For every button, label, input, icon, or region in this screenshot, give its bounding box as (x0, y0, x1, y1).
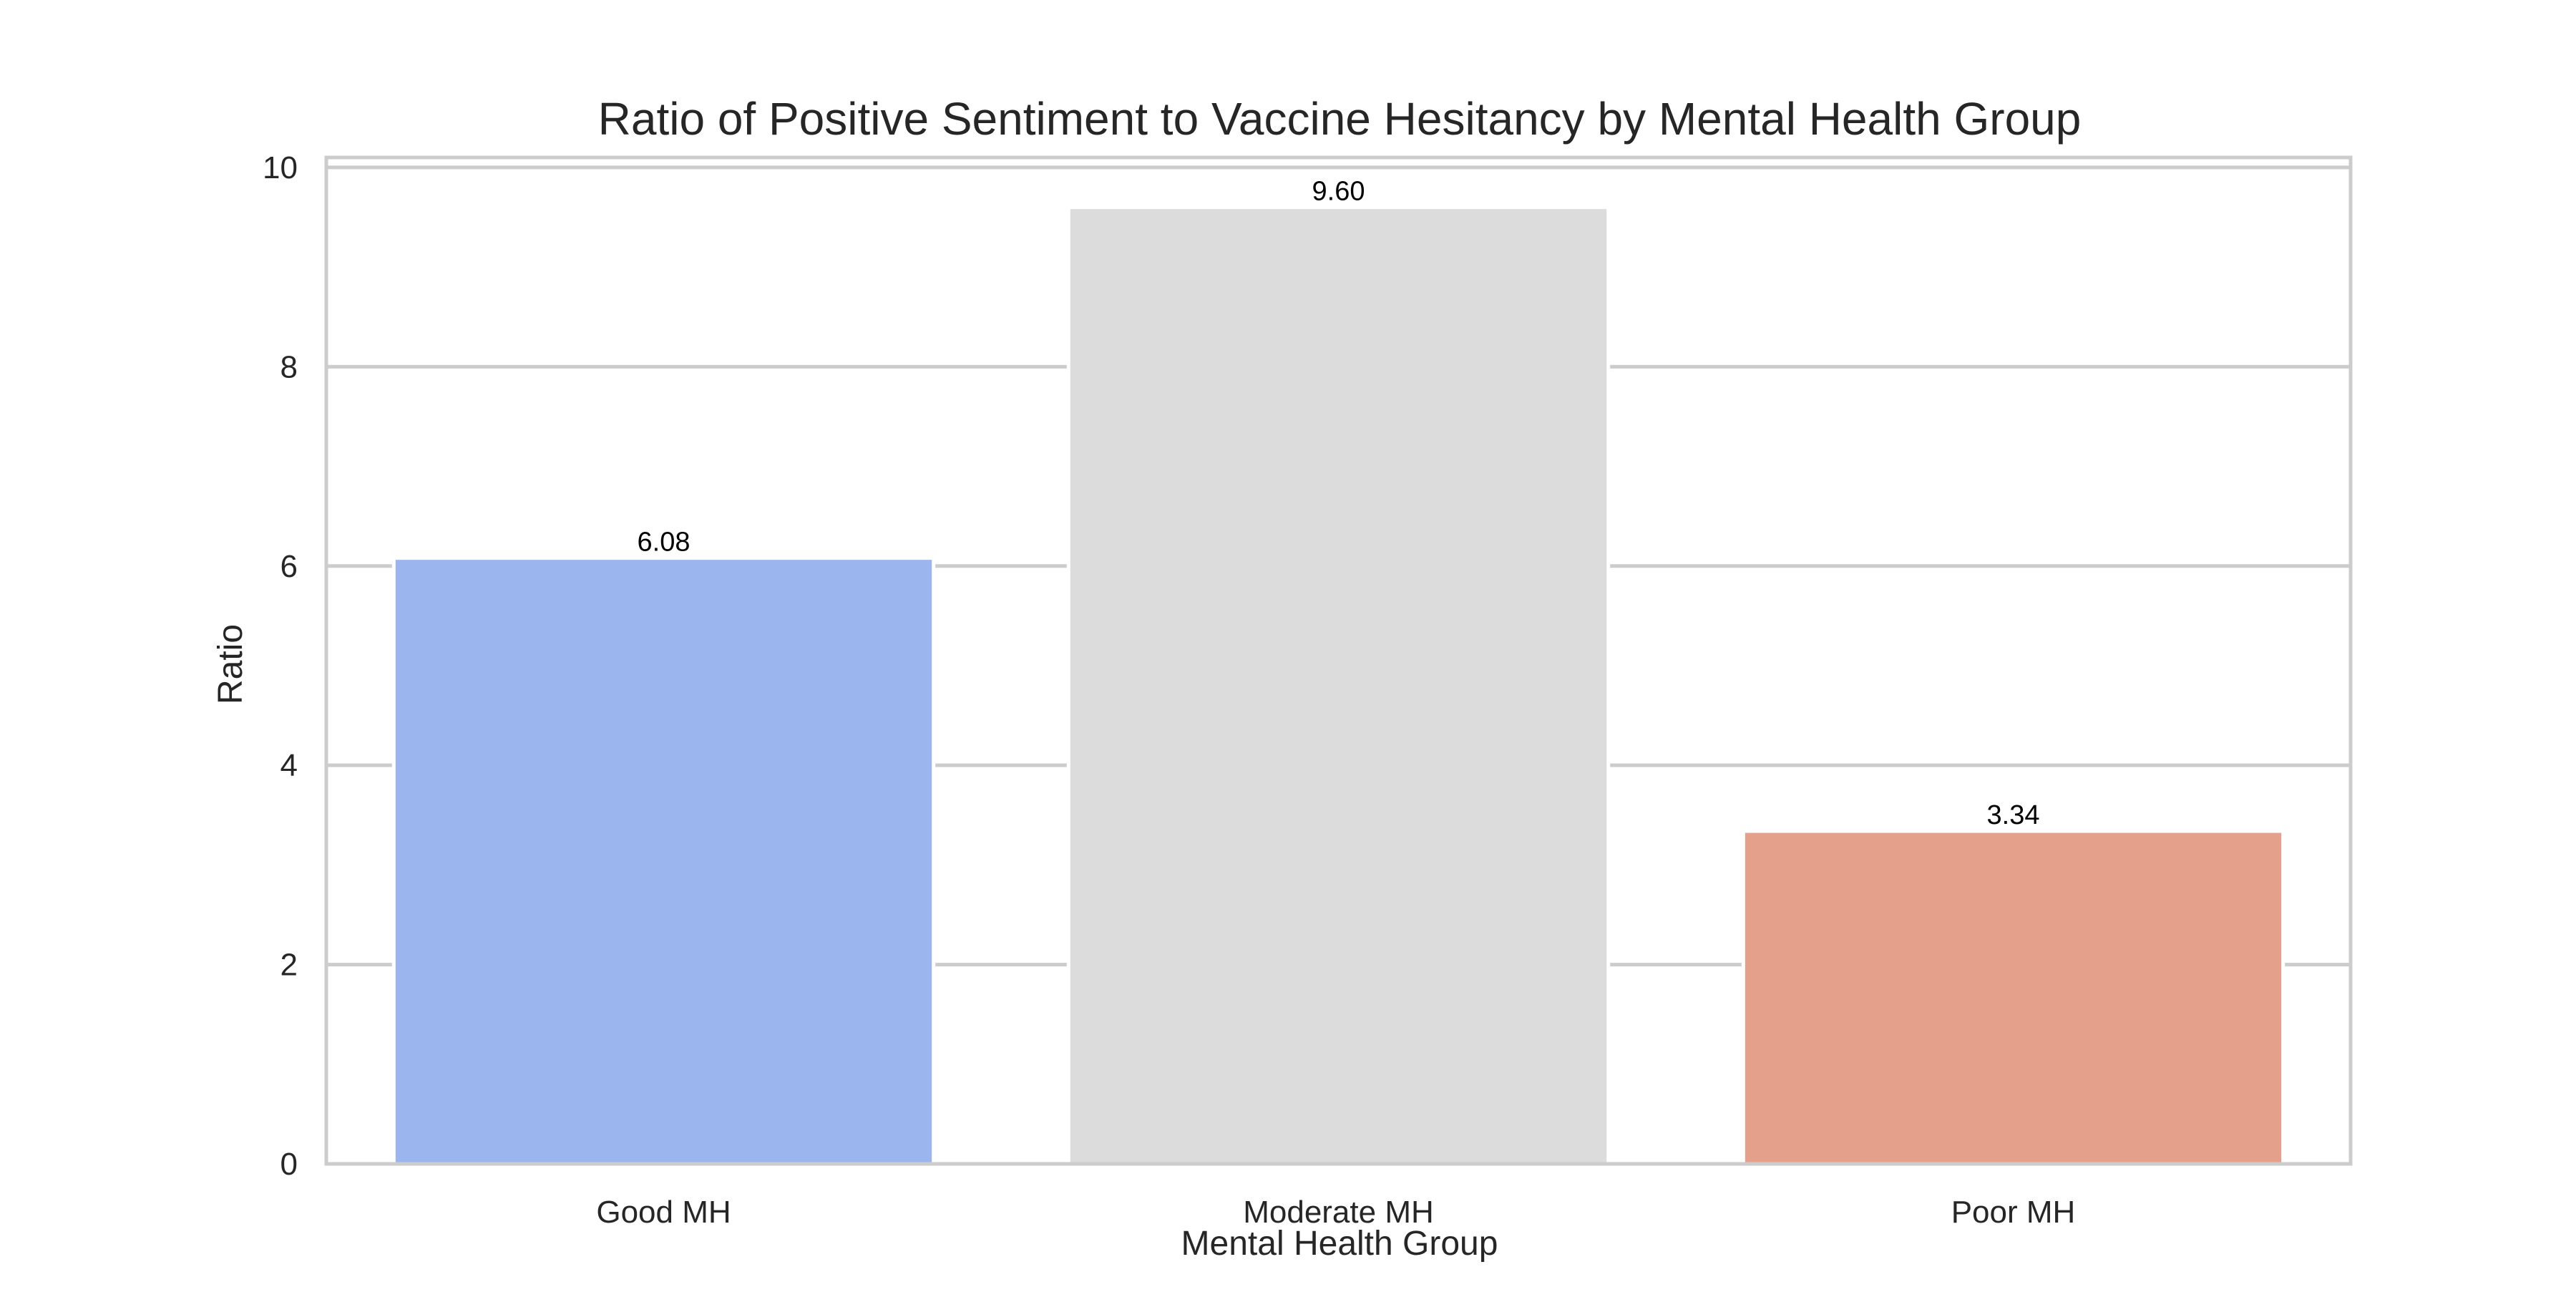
x-tick-label: Good MH (596, 1195, 731, 1230)
bar-good-mh (391, 556, 936, 1166)
chart-title: Ratio of Positive Sentiment to Vaccine H… (598, 93, 2082, 145)
y-tick-label: 4 (280, 748, 298, 783)
data-label: 9.60 (1312, 177, 1365, 207)
data-label: 6.08 (638, 528, 691, 558)
data-labels: 6.08 9.60 3.34 (638, 177, 2040, 830)
x-tick-label: Moderate MH (1243, 1195, 1434, 1230)
bars (391, 205, 2285, 1166)
x-tick-label: Poor MH (1951, 1195, 2076, 1230)
y-tick-label: 10 (263, 150, 298, 185)
x-tick-labels: Good MH Moderate MH Poor MH (596, 1195, 2075, 1230)
x-axis-label: Mental Health Group (1181, 1225, 1498, 1263)
data-label: 3.34 (1987, 800, 2040, 830)
bar-poor-mh (1741, 829, 2285, 1166)
bar-moderate-mh (1066, 205, 1611, 1166)
y-axis-label: Ratio (212, 624, 250, 704)
y-tick-labels: 0 2 4 6 8 10 (263, 150, 298, 1182)
plot-frame (324, 155, 2353, 1166)
y-tick-label: 0 (280, 1147, 298, 1182)
y-tick-label: 6 (280, 549, 298, 584)
y-tick-label: 8 (280, 349, 298, 384)
y-tick-label: 2 (280, 948, 298, 983)
